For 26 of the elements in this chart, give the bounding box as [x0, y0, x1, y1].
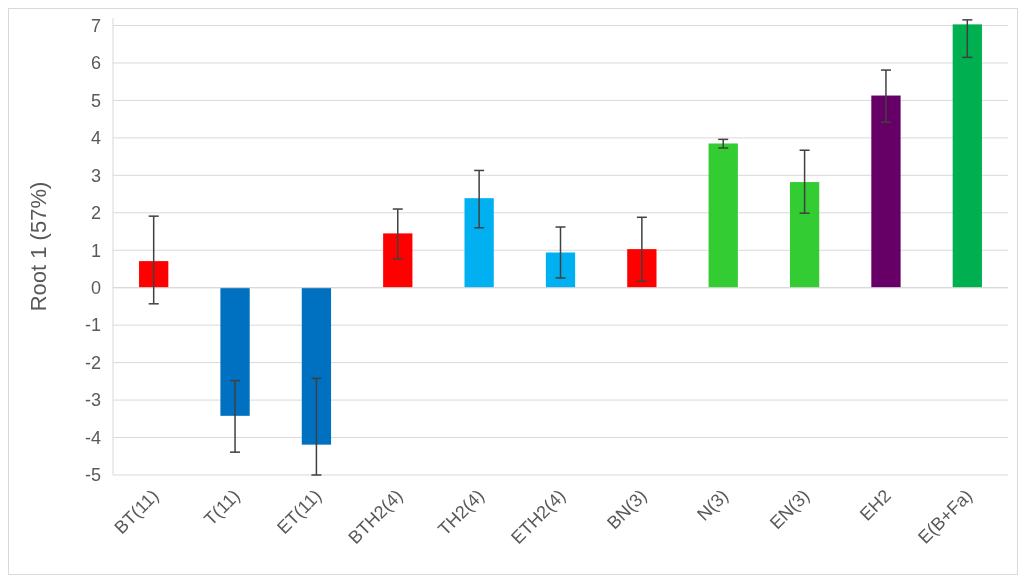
y-tick-label: -1 [84, 315, 101, 336]
bar [464, 198, 494, 288]
bar [301, 287, 332, 445]
x-tick-label: N(3) [693, 485, 733, 525]
bar [139, 261, 169, 288]
y-tick-label: 1 [90, 240, 101, 261]
y-tick-label: -2 [84, 352, 101, 373]
y-tick-label: -5 [84, 465, 101, 486]
bar [952, 24, 982, 288]
y-tick-label: 3 [90, 165, 101, 186]
bar [383, 233, 413, 288]
bar [627, 249, 657, 288]
y-tick-label: 2 [90, 203, 101, 224]
bar [545, 252, 576, 288]
y-tick-label: 0 [90, 278, 101, 298]
bar [220, 287, 250, 416]
y-tick-label: -3 [84, 390, 101, 411]
y-tick-label: 6 [90, 53, 101, 74]
bar [789, 182, 820, 288]
bar [871, 95, 901, 288]
y-tick-label: 7 [90, 15, 101, 36]
y-axis-title: Root 1 (57%) [26, 181, 51, 312]
y-tick-label: 4 [90, 128, 101, 149]
y-tick-label: 5 [90, 90, 101, 111]
y-tick-label: -4 [84, 427, 101, 448]
bar [708, 143, 738, 288]
